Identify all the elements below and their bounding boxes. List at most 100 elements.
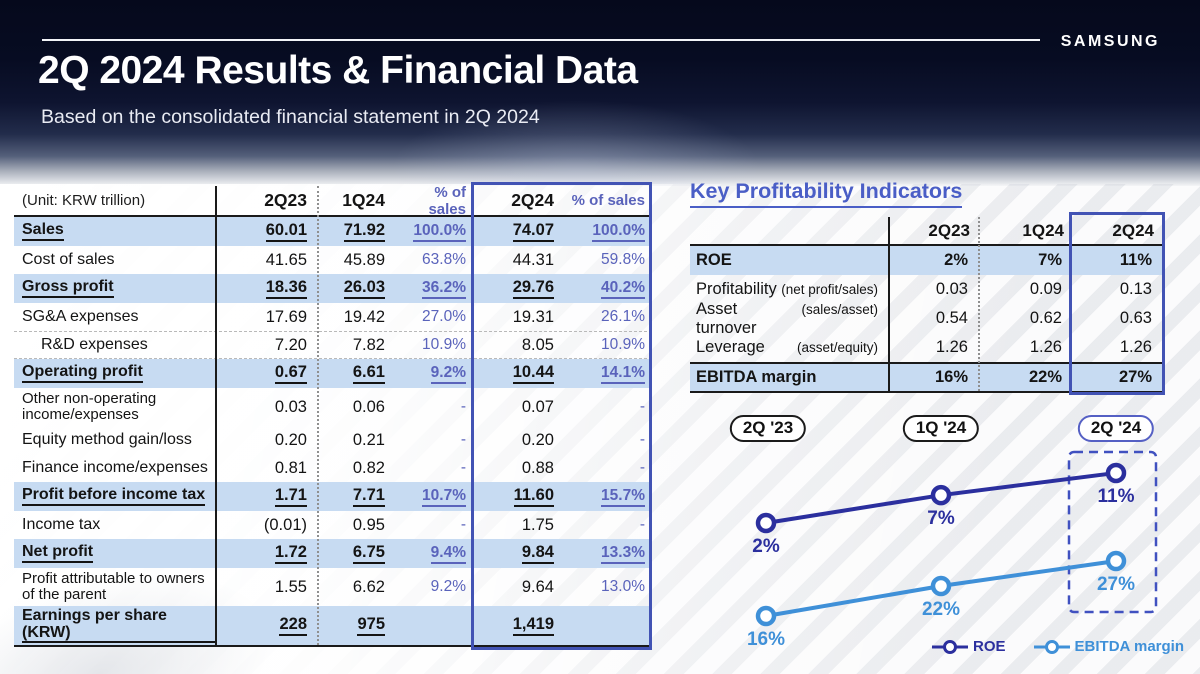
cell-value: 0.81 bbox=[274, 458, 307, 477]
table-row: Gross profit 18.36 26.03 36.2% 29.76 40.2% bbox=[14, 274, 652, 303]
table-row: Other non-operating income/expenses 0.03 0… bbox=[14, 388, 652, 426]
row-label: Profit before income tax bbox=[14, 487, 215, 506]
cell-value: 0.21 bbox=[352, 430, 385, 449]
header-rule bbox=[42, 39, 1040, 41]
kpi-cell-value: 1.26 bbox=[1119, 338, 1152, 356]
cell-value: 9.64 bbox=[521, 577, 554, 596]
legend-item-roe: ROE bbox=[932, 638, 1006, 655]
kpi-row-label: EBITDA margin bbox=[696, 368, 817, 386]
kpi-row: ROE 2% 7% 11% bbox=[690, 246, 1162, 275]
cell-value: 36.2% bbox=[395, 279, 473, 299]
row-label: Income tax bbox=[22, 516, 101, 533]
cell-value: 19.42 bbox=[343, 307, 385, 326]
financial-table-header: (Unit: KRW trillion) 2Q23 1Q24 % of sale… bbox=[14, 183, 652, 218]
table-divider-dotted bbox=[317, 186, 319, 645]
kpi-cell-value: 16% bbox=[934, 368, 968, 386]
cell-value: 0.07 bbox=[521, 397, 554, 416]
row-label: Net profit bbox=[14, 544, 215, 563]
cell-value: 18.36 bbox=[215, 278, 317, 299]
kpi-cell-value: 0.54 bbox=[935, 309, 968, 327]
roe-marker-icon bbox=[932, 639, 969, 654]
column-header-2q24: 2Q24 bbox=[511, 190, 554, 210]
table-row: Net profit 1.72 6.75 9.4% 9.84 13.3% bbox=[14, 539, 652, 568]
cell-value: 6.62 bbox=[352, 577, 385, 596]
column-header-1q24: 1Q24 bbox=[342, 190, 385, 210]
kpi-row-sublabel: (asset/equity) bbox=[796, 340, 878, 355]
cell-value: 975 bbox=[317, 615, 395, 636]
cell-value: - bbox=[639, 398, 645, 415]
cell-value: 6.75 bbox=[317, 543, 395, 564]
cell-value: - bbox=[460, 431, 466, 448]
samsung-logo: SAMSUNG bbox=[1060, 33, 1160, 50]
table-row: Profit attributable to owners of the par… bbox=[14, 568, 652, 606]
row-label: Equity method gain/loss bbox=[22, 431, 192, 448]
header: SAMSUNG 2Q 2024 Results & Financial Data… bbox=[0, 0, 1200, 186]
kpi-row-label: Profitability (net profit/sales) bbox=[696, 280, 878, 298]
cell-value: 19.31 bbox=[512, 307, 554, 326]
cell-value: 7.71 bbox=[317, 486, 395, 507]
kpi-row: Leverage (asset/equity) 1.26 1.26 1.26 bbox=[690, 333, 1162, 362]
row-label: Other non-operating income/expenses bbox=[22, 391, 157, 423]
cell-value: 0.67 bbox=[215, 363, 317, 384]
kpi-row-label: Leverage (asset/equity) bbox=[696, 338, 878, 356]
kpi-cell-value: 1.26 bbox=[1029, 338, 1062, 356]
row-label: R&D expenses bbox=[41, 336, 148, 353]
cell-value: 13.3% bbox=[564, 544, 652, 564]
row-label: Earnings per share (KRW) bbox=[14, 608, 215, 644]
row-label: Operating profit bbox=[14, 364, 215, 383]
cell-value: 74.07 bbox=[473, 221, 564, 242]
cell-value: 6.61 bbox=[317, 363, 395, 384]
cell-value: 60.01 bbox=[215, 221, 317, 242]
cell-value: - bbox=[460, 516, 466, 533]
kpi-table-header: 2Q23 1Q24 2Q24 bbox=[690, 217, 1162, 246]
column-header-2q23: 2Q23 bbox=[264, 190, 307, 210]
kpi-divider-dotted bbox=[978, 217, 980, 391]
kpi-cell-value: 0.03 bbox=[935, 280, 968, 298]
kpi-divider-solid bbox=[888, 217, 890, 391]
cell-value: 1.72 bbox=[215, 543, 317, 564]
cell-value: 40.2% bbox=[564, 279, 652, 299]
cell-value: 8.05 bbox=[521, 335, 554, 354]
kpi-column-2q24: 2Q24 bbox=[1112, 220, 1154, 240]
cell-value: 228 bbox=[215, 615, 317, 636]
cell-value: 100.0% bbox=[395, 222, 473, 242]
row-label: Gross profit bbox=[14, 279, 215, 298]
kpi-table: 2Q23 1Q24 2Q24 ROE 2% 7% 11% Profitability (n… bbox=[690, 212, 1165, 395]
cell-value: 0.03 bbox=[274, 397, 307, 416]
cell-value: 45.89 bbox=[343, 250, 385, 269]
cell-value: 10.9% bbox=[601, 336, 645, 353]
legend-label-roe: ROE bbox=[973, 638, 1006, 655]
table-row: R&D expenses 7.20 7.82 10.9% 8.05 10.9% bbox=[14, 331, 652, 359]
cell-value: - bbox=[639, 459, 645, 476]
unit-label: (Unit: KRW trillion) bbox=[22, 192, 146, 209]
table-row: Cost of sales 41.65 45.89 63.8% 44.31 59.8% bbox=[14, 246, 652, 274]
page-subtitle: Based on the consolidated financial stat… bbox=[41, 106, 540, 128]
kpi-cell-value: 7% bbox=[1038, 251, 1062, 269]
column-header-pct-1q24: % of sales bbox=[428, 183, 466, 218]
kpi-row: EBITDA margin 16% 22% 27% bbox=[690, 362, 1162, 391]
kpi-section-title: Key Profitability Indicators bbox=[690, 179, 963, 208]
cell-value: 27.0% bbox=[422, 308, 466, 325]
kpi-cell-value: 0.09 bbox=[1029, 280, 1062, 298]
chart-category-1q24: 1Q '24 bbox=[902, 415, 980, 442]
cell-value: 71.92 bbox=[317, 221, 395, 242]
table-row: Profit before income tax 1.71 7.71 10.7% 11.… bbox=[14, 482, 652, 511]
legend-label-ebitda: EBITDA margin bbox=[1074, 638, 1184, 655]
cell-value: 1.55 bbox=[274, 577, 307, 596]
cell-value: 44.31 bbox=[512, 250, 554, 269]
kpi-table-body: ROE 2% 7% 11% Profitability (net profit/sales… bbox=[690, 246, 1162, 391]
cell-value: 10.7% bbox=[395, 487, 473, 507]
ebitda-marker-icon bbox=[1033, 639, 1070, 654]
page-title: 2Q 2024 Results & Financial Data bbox=[38, 49, 638, 92]
cell-value: 26.03 bbox=[317, 278, 395, 299]
cell-value: 0.88 bbox=[521, 458, 554, 477]
cell-value: 59.8% bbox=[601, 251, 645, 268]
kpi-cell-value: 1.26 bbox=[935, 338, 968, 356]
cell-value: 15.7% bbox=[564, 487, 652, 507]
cell-value: 1,419 bbox=[473, 615, 564, 636]
table-row: Equity method gain/loss 0.20 0.21 - 0.20 - bbox=[14, 426, 652, 454]
kpi-column-2q23: 2Q23 bbox=[928, 220, 970, 240]
cell-value: 0.06 bbox=[352, 397, 385, 416]
kpi-cell-value: 27% bbox=[1118, 368, 1152, 386]
